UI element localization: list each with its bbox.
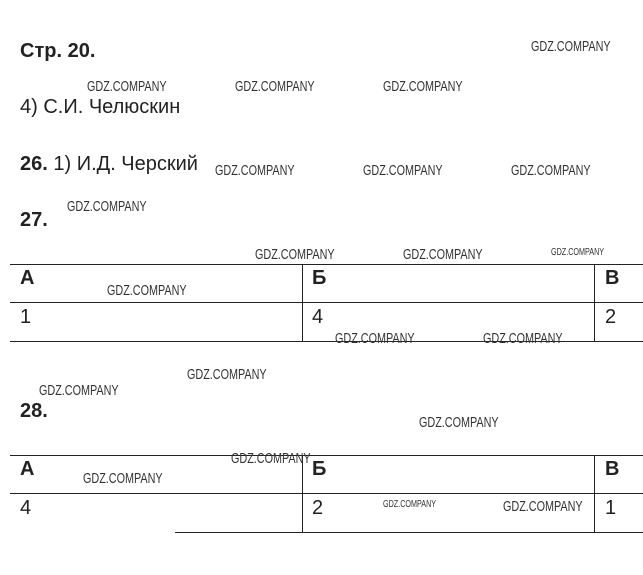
value-a: 4 xyxy=(20,497,32,519)
page-header: Стр. 20. xyxy=(20,40,96,62)
watermark: GDZ.COMPANY xyxy=(363,162,443,179)
watermark: GDZ.COMPANY xyxy=(551,247,605,258)
watermark: GDZ.COMPANY xyxy=(383,499,437,510)
watermark: GDZ.COMPANY xyxy=(419,414,499,431)
watermark: GDZ.COMPANY xyxy=(483,330,563,347)
question-28-number: 28. xyxy=(20,400,48,422)
question-27-number: 27. xyxy=(20,209,48,231)
watermark: GDZ.COMPANY xyxy=(511,162,591,179)
watermark: GDZ.COMPANY xyxy=(83,470,163,487)
header-b: Б xyxy=(312,458,327,480)
value-a: 1 xyxy=(20,306,32,328)
watermark: GDZ.COMPANY xyxy=(335,330,415,347)
watermark: GDZ.COMPANY xyxy=(383,78,463,95)
answer-text: 1) И.Д. Черский xyxy=(53,153,198,175)
value-v: 1 xyxy=(605,497,617,519)
watermark: GDZ.COMPANY xyxy=(531,38,611,55)
watermark: GDZ.COMPANY xyxy=(215,162,295,179)
value-b: 2 xyxy=(312,497,324,519)
header-v: В xyxy=(605,458,620,480)
watermark: GDZ.COMPANY xyxy=(231,450,311,467)
answer-25: 4) С.И. Челюскин xyxy=(20,96,181,118)
watermark: GDZ.COMPANY xyxy=(187,366,267,383)
watermark: GDZ.COMPANY xyxy=(107,282,187,299)
header-v: В xyxy=(605,267,620,289)
watermark: GDZ.COMPANY xyxy=(403,246,483,263)
watermark: GDZ.COMPANY xyxy=(503,498,583,515)
watermark: GDZ.COMPANY xyxy=(39,382,119,399)
watermark: GDZ.COMPANY xyxy=(67,198,147,215)
value-v: 2 xyxy=(605,306,617,328)
header-a: А xyxy=(20,267,35,289)
watermark: GDZ.COMPANY xyxy=(235,78,315,95)
question-number: 26. xyxy=(20,153,48,175)
answer-26: 26. 1) И.Д. Черский xyxy=(20,153,198,176)
header-b: Б xyxy=(312,267,327,289)
value-b: 4 xyxy=(312,306,324,328)
watermark: GDZ.COMPANY xyxy=(255,246,335,263)
watermark: GDZ.COMPANY xyxy=(87,78,167,95)
header-a: А xyxy=(20,458,35,480)
